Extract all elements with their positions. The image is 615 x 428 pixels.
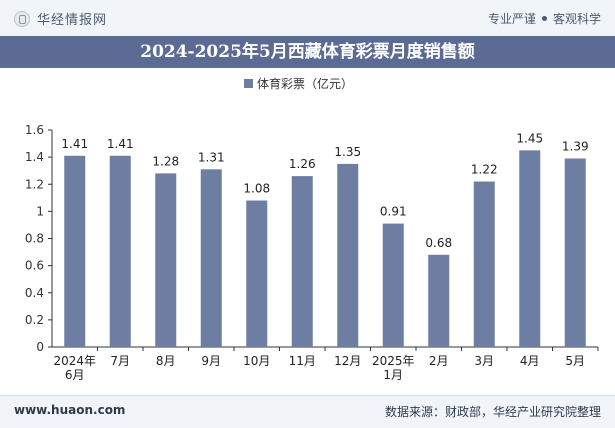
data-label: 1.31 (198, 150, 225, 164)
brand-name: 华经情报网 (37, 13, 108, 28)
x-tick-label: 4月 (520, 354, 540, 368)
tag-separator-dot (541, 16, 547, 21)
y-tick-label: 1.2 (25, 177, 44, 191)
bar (155, 173, 177, 347)
tag-professional: 专业严谨 (487, 12, 536, 26)
tag-objective: 客观科学 (552, 12, 601, 26)
x-tick-label: 11月 (289, 354, 316, 368)
data-label: 1.28 (152, 154, 179, 168)
bar (564, 158, 586, 347)
y-tick-label: 1.6 (25, 123, 44, 137)
x-tick-label: 6月 (65, 368, 85, 382)
bar (64, 155, 86, 347)
x-tick-label: 7月 (110, 354, 130, 368)
bar (337, 163, 359, 347)
data-label: 1.41 (107, 137, 134, 151)
bar (382, 223, 404, 347)
data-label: 1.39 (562, 139, 589, 153)
y-tick-label: 1.4 (25, 150, 44, 164)
x-tick-label: 2月 (429, 354, 449, 368)
bar (473, 181, 495, 347)
x-tick-label: 2025年 (372, 354, 415, 368)
y-tick-label: 0 (36, 340, 44, 354)
footer: www.huaon.com 数据来源：财政部，华经产业研究院整理 (0, 395, 615, 428)
data-label: 1.45 (516, 131, 543, 145)
bar (519, 150, 541, 347)
x-tick-label: 8月 (156, 354, 176, 368)
bar (109, 155, 131, 347)
x-tick-label: 12月 (334, 354, 361, 368)
data-label: 1.08 (243, 182, 270, 196)
data-label: 1.35 (334, 145, 361, 159)
bar (246, 200, 268, 347)
x-tick-label: 5月 (565, 354, 585, 368)
data-label: 0.68 (425, 236, 452, 250)
y-tick-label: 0.8 (25, 232, 44, 246)
footer-source: 数据来源：财政部，华经产业研究院整理 (384, 405, 601, 419)
legend: 体育彩票（亿元） (244, 76, 353, 91)
legend-label: 体育彩票（亿元） (257, 76, 353, 91)
data-label: 1.26 (289, 157, 316, 171)
footer-website[interactable]: www.huaon.com (14, 403, 126, 417)
x-tick-label: 2024年 (53, 354, 96, 368)
bar (291, 176, 313, 347)
data-label: 1.22 (471, 163, 498, 177)
y-tick-label: 1 (36, 204, 44, 218)
tagline: 专业严谨 客观科学 (488, 10, 601, 27)
title-bar: 2024-2025年5月西藏体育彩票月度销售额 (0, 36, 615, 68)
x-tick-label: 3月 (474, 354, 494, 368)
data-label: 1.41 (61, 137, 88, 151)
data-label: 0.91 (380, 205, 407, 219)
y-tick-label: 0.2 (25, 313, 44, 327)
x-tick-label: 9月 (201, 354, 221, 368)
bar (200, 169, 222, 347)
globe-logo-icon (14, 10, 30, 27)
x-tick-label: 10月 (243, 354, 270, 368)
chart-title: 2024-2025年5月西藏体育彩票月度销售额 (140, 42, 475, 62)
legend-swatch (244, 79, 253, 88)
top-bar: 华经情报网 专业严谨 客观科学 (0, 0, 615, 37)
brand[interactable]: 华经情报网 (14, 9, 107, 28)
bar-chart: 体育彩票（亿元） 0 0.2 0.4 0.6 0.8 1 1.2 1.4 1.6 1.41 2024年… (25, 76, 599, 382)
x-tick-label: 1月 (383, 368, 403, 382)
bar (428, 254, 450, 347)
y-tick-label: 0.6 (25, 259, 44, 273)
y-tick-label: 0.4 (25, 286, 44, 300)
